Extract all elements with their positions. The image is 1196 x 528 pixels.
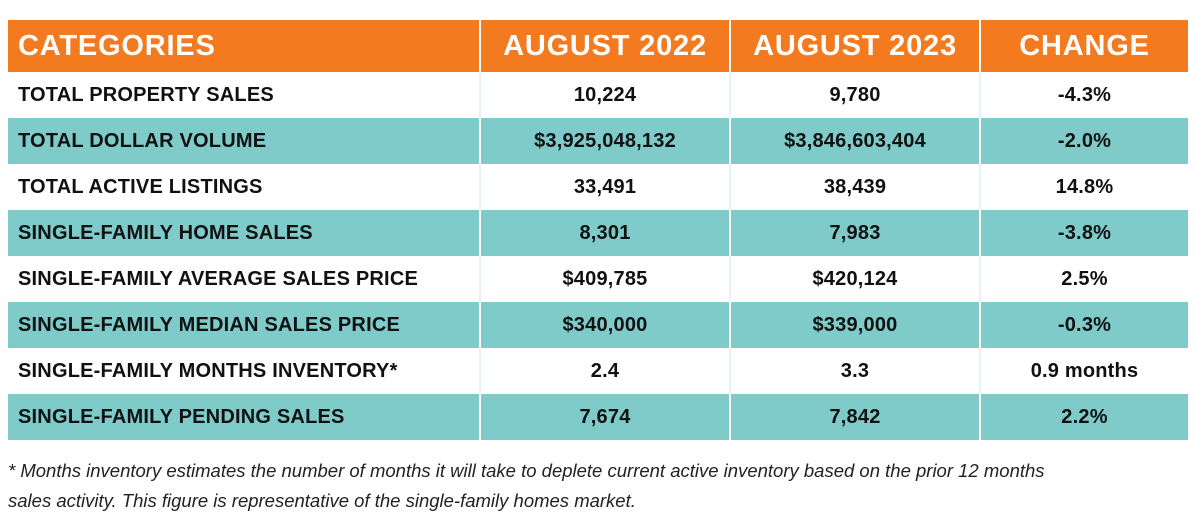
- footnote-line: sales activity. This figure is represent…: [8, 490, 636, 511]
- market-stats-table: CATEGORIES AUGUST 2022 AUGUST 2023 CHANG…: [8, 20, 1188, 440]
- table-cell: 33,491: [479, 164, 729, 210]
- footnote: * Months inventory estimates the number …: [8, 456, 1188, 516]
- table-cell: 0.9 months: [979, 348, 1188, 394]
- table-cell: -4.3%: [979, 72, 1188, 118]
- table-row: TOTAL PROPERTY SALES 10,224 9,780 -4.3%: [8, 72, 1188, 118]
- table-cell: $409,785: [479, 256, 729, 302]
- table-cell: 7,983: [729, 210, 979, 256]
- table-cell: $340,000: [479, 302, 729, 348]
- table-row: SINGLE-FAMILY PENDING SALES 7,674 7,842 2.2…: [8, 394, 1188, 440]
- table-cell: $339,000: [729, 302, 979, 348]
- row-label: SINGLE-FAMILY AVERAGE SALES PRICE: [18, 267, 418, 290]
- row-label: SINGLE-FAMILY PENDING SALES: [18, 405, 345, 428]
- row-label: SINGLE-FAMILY MEDIAN SALES PRICE: [18, 313, 401, 336]
- table-body: TOTAL PROPERTY SALES 10,224 9,780 -4.3% TOTA…: [8, 72, 1188, 440]
- column-header: AUGUST 2022: [479, 20, 729, 72]
- table-cell: $3,846,603,404: [729, 118, 979, 164]
- table-cell: 8,301: [479, 210, 729, 256]
- table-cell: 9,780: [729, 72, 979, 118]
- table-cell: 3.3: [729, 348, 979, 394]
- column-header: CHANGE: [979, 20, 1188, 72]
- table-row: SINGLE-FAMILY AVERAGE SALES PRICE $409,78…: [8, 256, 1188, 302]
- table-row: SINGLE-FAMILY HOME SALES 8,301 7,983 -3.8%: [8, 210, 1188, 256]
- column-header: CATEGORIES: [18, 29, 216, 62]
- footnote-line: * Months inventory estimates the number …: [8, 460, 1045, 481]
- table-cell: 7,842: [729, 394, 979, 440]
- table-cell: $3,925,048,132: [479, 118, 729, 164]
- table-cell: -3.8%: [979, 210, 1188, 256]
- row-label: SINGLE-FAMILY HOME SALES: [18, 221, 313, 244]
- table-cell: 7,674: [479, 394, 729, 440]
- table-cell: -0.3%: [979, 302, 1188, 348]
- row-label: TOTAL DOLLAR VOLUME: [18, 129, 267, 152]
- table-header-row: CATEGORIES AUGUST 2022 AUGUST 2023 CHANG…: [8, 20, 1188, 72]
- row-label: TOTAL PROPERTY SALES: [18, 83, 274, 106]
- row-label: TOTAL ACTIVE LISTINGS: [18, 175, 263, 198]
- table-row: SINGLE-FAMILY MEDIAN SALES PRICE $340,000…: [8, 302, 1188, 348]
- table-row: SINGLE-FAMILY MONTHS INVENTORY* 2.4 3.3 0.9…: [8, 348, 1188, 394]
- table-row: TOTAL ACTIVE LISTINGS 33,491 38,439 14.8%: [8, 164, 1188, 210]
- table-cell: 2.5%: [979, 256, 1188, 302]
- table-cell: $420,124: [729, 256, 979, 302]
- column-header: AUGUST 2023: [729, 20, 979, 72]
- table-cell: 14.8%: [979, 164, 1188, 210]
- table-cell: 2.4: [479, 348, 729, 394]
- table-cell: 38,439: [729, 164, 979, 210]
- table-cell: 10,224: [479, 72, 729, 118]
- table-row: TOTAL DOLLAR VOLUME $3,925,048,132 $3,846,…: [8, 118, 1188, 164]
- row-label: SINGLE-FAMILY MONTHS INVENTORY*: [18, 359, 398, 382]
- table-cell: 2.2%: [979, 394, 1188, 440]
- table-cell: -2.0%: [979, 118, 1188, 164]
